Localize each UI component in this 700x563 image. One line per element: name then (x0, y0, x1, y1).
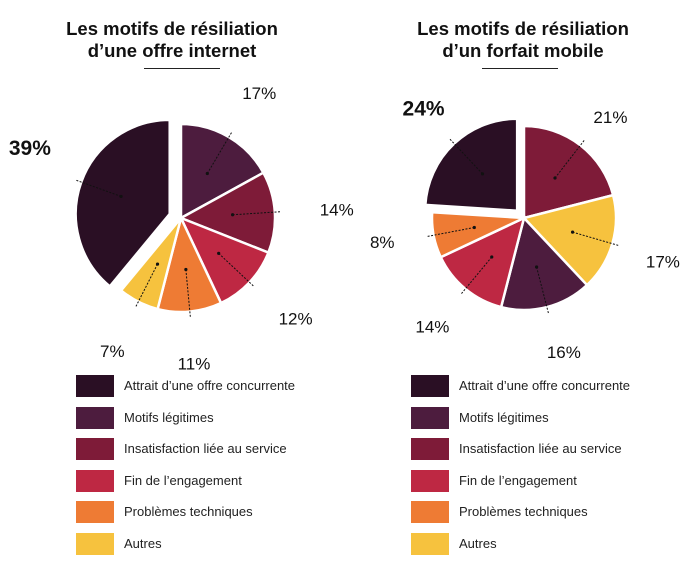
legend-label: Autres (459, 535, 497, 551)
slice-label: 17% (646, 253, 680, 272)
leader-dot (184, 267, 188, 272)
leader-line (218, 253, 255, 288)
leader-dot (570, 230, 575, 234)
slice-label: 17% (242, 84, 276, 103)
legend-label: Problèmes techniques (124, 504, 253, 519)
slice-label: 24% (403, 97, 445, 120)
leader-line (460, 256, 493, 295)
legend-swatch (76, 501, 114, 523)
chart-title-line-1: Les motifs de résiliation (66, 18, 278, 39)
legend-swatch (411, 501, 449, 523)
leader-line (536, 266, 550, 314)
leader-line (206, 131, 233, 174)
pie-slice (424, 117, 519, 213)
legend-swatch (411, 469, 449, 492)
slice-label: 7% (100, 342, 125, 361)
legend-swatch (76, 406, 114, 429)
slice-label: 12% (279, 309, 313, 328)
chart-title-internet: Les motifs de résiliation d’une offre in… (22, 18, 322, 62)
legend-swatch (411, 438, 449, 460)
leader-line (427, 226, 475, 237)
title-divider (482, 68, 558, 69)
chart-title-line-2: d’un forfait mobile (442, 40, 604, 61)
leader-line (185, 269, 191, 319)
leader-line (134, 263, 158, 308)
legend-label: Insatisfaction liée au service (459, 441, 622, 456)
legend-label: Motifs légitimes (459, 409, 549, 425)
legend-swatch (411, 406, 449, 429)
legend-label: Insatisfaction liée au service (124, 441, 287, 456)
pie-slice (521, 193, 618, 287)
title-divider (144, 68, 220, 69)
slice-label: 39% (9, 137, 51, 160)
leader-dot (480, 172, 485, 176)
legend-label: Problèmes techniques (459, 504, 588, 519)
legend-swatch (411, 375, 449, 397)
legend-swatch (411, 532, 449, 555)
legend-label: Fin de l’engagement (459, 472, 577, 488)
legend-label: Attrait d’une offre concurrente (459, 378, 631, 393)
legend-swatch (76, 532, 114, 555)
leader-dot (205, 171, 209, 176)
pie-slice (499, 215, 589, 312)
leader-dot (490, 255, 494, 259)
chart-title-line-2: d’une offre internet (87, 40, 257, 61)
leader-line (232, 211, 282, 216)
slice-label: 16% (547, 343, 581, 362)
leader-dot (217, 251, 221, 255)
leader-dot (230, 213, 235, 217)
leader-line (572, 231, 619, 246)
slice-label: 14% (320, 200, 354, 219)
leader-line (75, 179, 122, 197)
leader-dot (553, 176, 557, 180)
legend-label: Motifs légitimes (124, 409, 214, 425)
pie-slice (430, 210, 525, 259)
legend-swatch (76, 438, 114, 460)
leader-dot (119, 194, 123, 199)
leader-dot (534, 265, 539, 269)
pie-slice (439, 215, 526, 309)
slice-label: 8% (370, 233, 395, 252)
legend-label: Autres (124, 535, 162, 551)
pie-slice (522, 124, 615, 220)
leader-dot (155, 262, 160, 266)
legend-swatch (76, 469, 114, 492)
legend-label: Attrait d’une offre concurrente (124, 378, 296, 393)
slice-label: 21% (593, 108, 627, 127)
leader-line (449, 138, 483, 175)
slice-label: 14% (415, 318, 449, 337)
legend-swatch (76, 375, 114, 397)
leader-dot (472, 225, 476, 230)
slice-label: 11% (178, 354, 211, 373)
leader-line (554, 139, 585, 179)
chart-title-mobile: Les motifs de résiliation d’un forfait m… (373, 18, 673, 62)
legend-label: Fin de l’engagement (124, 472, 242, 488)
chart-title-line-1: Les motifs de résiliation (417, 18, 629, 39)
